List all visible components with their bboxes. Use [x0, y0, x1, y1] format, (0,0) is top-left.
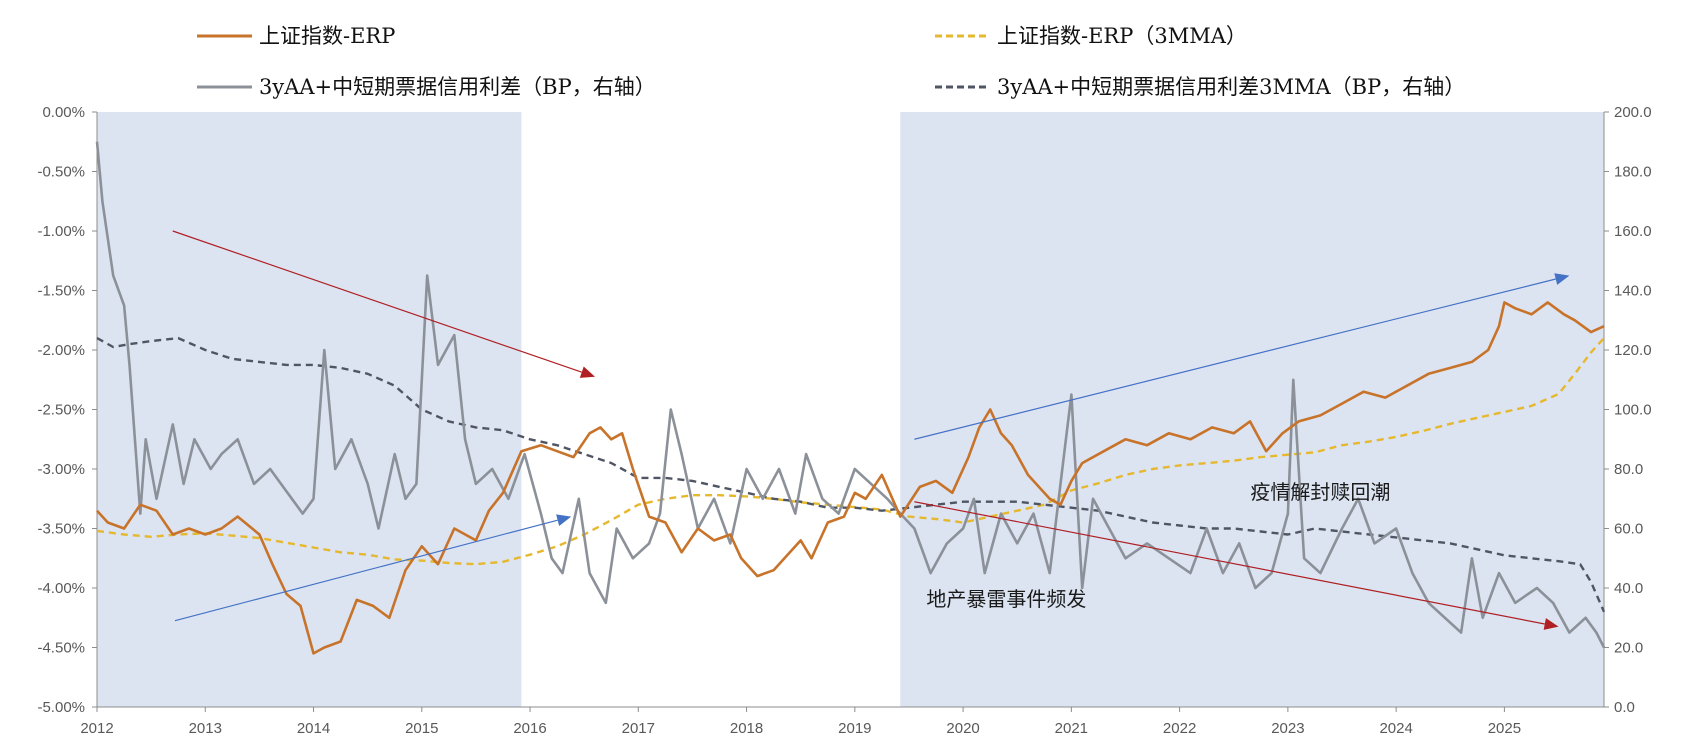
right-axis-tick-label: 20.0: [1614, 640, 1643, 657]
left-axis-tick-label: -2.50%: [37, 402, 85, 419]
x-axis-tick-label: 2022: [1163, 720, 1196, 737]
trend-arrow-3: [914, 278, 1556, 440]
left-axis-tick-label: -0.50%: [37, 164, 85, 181]
right-axis-tick-label: 80.0: [1614, 461, 1643, 478]
trend-arrow-head-2: [556, 514, 572, 526]
left-axis-tick-label: -1.00%: [37, 223, 85, 240]
tick-labels: 0.00% -0.50% -1.00% -1.50% -2.00% -2.50% -3.00…: [37, 104, 1651, 737]
left-axis-tick-label: 0.00%: [42, 104, 85, 121]
series-line-4: [96, 336, 1606, 613]
x-axis-tick-label: 2013: [189, 720, 222, 737]
left-axis-tick-label: -4.00%: [37, 580, 85, 597]
x-axis-tick-label: 2014: [297, 720, 330, 737]
x-axis-tick-label: 2025: [1488, 720, 1521, 737]
series-line-1: [96, 301, 1605, 655]
right-axis-tick-label: 160.0: [1614, 223, 1652, 240]
trend-arrow-head-3: [1554, 273, 1570, 285]
legend-label-1: 上证指数-ERP: [259, 24, 395, 48]
shaded-period-2: [900, 112, 1604, 707]
x-axis-tick-label: 2015: [405, 720, 438, 737]
right-axis-tick-label: 100.0: [1614, 402, 1652, 419]
x-axis-tick-label: 2024: [1379, 720, 1412, 737]
legend: 上证指数-ERP 上证指数-ERP（3MMA） 3yAA+中短期票据信用利差（BP，…: [197, 24, 1465, 99]
x-axis-tick-label: 2012: [80, 720, 113, 737]
trend-arrow-head-4: [1543, 618, 1559, 630]
trend-arrow-4: [914, 501, 1545, 625]
left-axis-tick-label: -2.00%: [37, 342, 85, 359]
series-line-3: [95, 141, 1606, 649]
x-axis-tick-label: 2019: [838, 720, 871, 737]
x-axis-tick-label: 2016: [513, 720, 546, 737]
annotation-2: 地产暴雷事件频发: [926, 587, 1086, 611]
x-axis-tick-label: 2020: [946, 720, 979, 737]
trend-arrow-1: [172, 230, 582, 373]
annotation-1: 疫情解封赎回潮: [1250, 480, 1390, 504]
axes: [92, 111, 1609, 712]
right-axis-tick-label: 40.0: [1614, 580, 1643, 597]
trend-arrows: [172, 230, 1570, 630]
series-lines: [95, 141, 1606, 655]
left-axis-tick-label: -3.50%: [37, 521, 85, 538]
x-axis-tick-label: 2017: [622, 720, 655, 737]
x-axis-tick-label: 2021: [1055, 720, 1088, 737]
right-axis-tick-label: 180.0: [1614, 164, 1652, 181]
legend-label-3: 3yAA+中短期票据信用利差（BP，右轴）: [259, 75, 656, 99]
x-axis-tick-label: 2018: [730, 720, 763, 737]
left-axis-tick-label: -4.50%: [37, 640, 85, 657]
right-axis-tick-label: 120.0: [1614, 342, 1652, 359]
left-axis-tick-label: -5.00%: [37, 699, 85, 716]
legend-label-2: 上证指数-ERP（3MMA）: [997, 24, 1247, 48]
right-axis-tick-label: 200.0: [1614, 104, 1652, 121]
right-axis-tick-label: 140.0: [1614, 283, 1652, 300]
shaded-period-1: [97, 112, 522, 707]
trend-arrow-2: [174, 519, 558, 622]
left-axis-tick-label: -3.00%: [37, 461, 85, 478]
left-axis-tick-label: -1.50%: [37, 283, 85, 300]
right-axis-tick-label: 0.0: [1614, 699, 1635, 716]
x-axis-tick-label: 2023: [1271, 720, 1304, 737]
legend-label-4: 3yAA+中短期票据信用利差3MMA（BP，右轴）: [997, 75, 1465, 99]
shaded-periods: [97, 112, 1604, 707]
trend-arrow-head-1: [579, 366, 596, 378]
right-axis-tick-label: 60.0: [1614, 521, 1643, 538]
series-line-2: [96, 337, 1605, 566]
